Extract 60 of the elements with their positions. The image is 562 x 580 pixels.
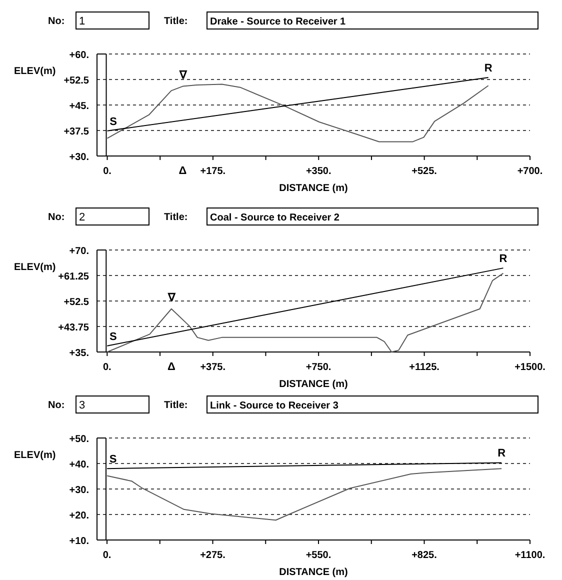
x-tick-label: +1500. [514, 362, 546, 373]
y-axis-title: ELEV(m) [14, 66, 56, 77]
chart-title: Drake - Source to Receiver 1 [210, 16, 346, 28]
x-tick-label: +1125. [409, 362, 440, 373]
y-tick-label: +35. [69, 348, 90, 359]
line-series [106, 468, 502, 521]
text: 1 [79, 16, 86, 28]
y-tick-label: +10. [69, 536, 90, 547]
text: No: [48, 212, 65, 223]
x-tick-label: +550. [306, 550, 332, 561]
x-tick-label: +700. [517, 166, 543, 177]
y-tick-label: +52.5 [64, 297, 90, 308]
text: 3 [79, 400, 86, 412]
y-tick-label: +50. [69, 434, 90, 445]
x-tick-label: 0. [102, 362, 112, 373]
x-tick-label: +350. [306, 166, 332, 177]
x-tick-label: +175. [200, 166, 226, 177]
x-axis-title: DISTANCE (m) [279, 183, 348, 194]
line-series [106, 84, 489, 142]
annotation: ∇ [178, 69, 188, 82]
x-tick-label: +375. [200, 362, 226, 373]
text: No: [48, 16, 65, 27]
y-tick-label: +20. [69, 510, 90, 522]
x-tick-label: +525. [412, 166, 438, 177]
text: 2 [79, 212, 86, 224]
y-tick-label: +30. [69, 485, 90, 496]
x-tick-label: 0. [102, 550, 112, 561]
x-tick-label: +825. [412, 550, 438, 561]
annotation: R [499, 253, 508, 266]
annotation: S [109, 330, 117, 343]
x-axis-title: DISTANCE (m) [279, 379, 348, 390]
y-tick-label: +40. [69, 460, 90, 470]
y-tick-label: +45. [69, 101, 90, 112]
y-tick-label: +60. [69, 50, 90, 61]
x-tick-label: +275. [200, 550, 226, 561]
y-tick-label: +30. [69, 152, 90, 163]
annotation: ∇ [166, 292, 176, 304]
text: Δ [178, 165, 187, 177]
chart-title: Link - Source to Receiver 3 [210, 400, 339, 412]
text: Title: [164, 16, 188, 27]
x-tick-label: +750. [306, 362, 332, 373]
annotation: R [484, 62, 492, 74]
y-axis-title: ELEV(m) [14, 450, 56, 461]
text: Title: [164, 400, 188, 411]
annotation: R [498, 448, 506, 460]
y-tick-label: +43.75 [58, 322, 90, 334]
y-tick-label: +52.5 [64, 76, 90, 86]
annotation: S [110, 116, 117, 128]
chart-title: Coal - Source to Receiver 2 [210, 212, 340, 224]
x-axis-title: DISTANCE (m) [279, 567, 348, 578]
y-tick-label: +70. [69, 246, 90, 257]
text: Δ [167, 361, 176, 373]
text: No: [48, 400, 65, 411]
annotation: S [109, 454, 117, 466]
y-tick-label: +37.5 [64, 126, 90, 138]
text: Title: [164, 212, 188, 223]
x-tick-label: 0. [103, 166, 112, 177]
x-tick-label: +1100. [514, 550, 546, 561]
y-axis-title: ELEV(m) [14, 262, 56, 273]
y-tick-label: +61.25 [58, 272, 90, 282]
